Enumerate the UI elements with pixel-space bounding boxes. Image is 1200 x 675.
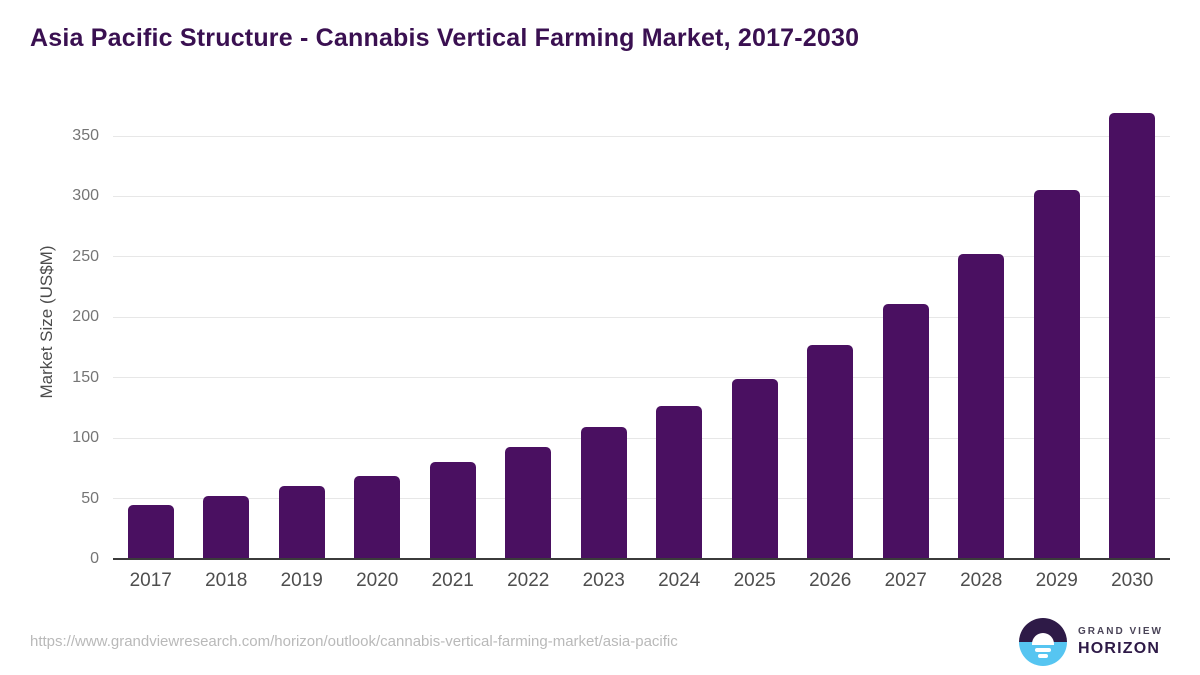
bar-slot [189, 102, 265, 559]
sunrise-ray-line [1038, 654, 1048, 658]
grandview-horizon-logo-icon [1019, 618, 1067, 666]
y-tick-label: 150 [72, 368, 99, 386]
bar-slot [340, 102, 416, 559]
bar-series [113, 102, 1170, 559]
bar-2030 [1109, 113, 1156, 559]
x-tick-label: 2022 [507, 570, 550, 591]
bar-slot [1019, 102, 1095, 559]
gridline [113, 256, 1170, 258]
bar-2026 [807, 345, 854, 559]
gridline [113, 135, 1170, 137]
bar-2017 [127, 504, 174, 559]
bar-slot [1095, 102, 1171, 559]
y-tick-label: 350 [72, 127, 99, 144]
gridline [113, 377, 1170, 379]
x-tick-label: 2019 [280, 570, 323, 591]
bar-2029 [1033, 190, 1080, 559]
x-axis-line [113, 558, 1170, 560]
bar-slot [944, 102, 1020, 559]
bar-2023 [580, 427, 627, 559]
bar-2022 [505, 446, 552, 559]
y-tick-label: 300 [72, 187, 99, 205]
bar-slot [793, 102, 869, 559]
bar-2018 [203, 496, 250, 559]
gridline [113, 498, 1170, 500]
bar-slot [642, 102, 718, 559]
chart-title: Asia Pacific Structure - Cannabis Vertic… [30, 24, 860, 52]
gridline [113, 195, 1170, 197]
bar-2021 [429, 462, 476, 559]
x-tick-labels: 2017 2018 2019 2020 2021 2022 2023 2024 2025 2026… [113, 563, 1170, 592]
x-tick-label: 2018 [205, 570, 248, 591]
x-tick-label: 2023 [582, 570, 625, 591]
bar-2019 [278, 486, 325, 559]
y-tick-label: 100 [72, 429, 99, 447]
bar-2025 [731, 378, 778, 559]
y-tick-label: 200 [72, 308, 99, 326]
x-tick-label: 2027 [884, 570, 927, 591]
bar-slot [868, 102, 944, 559]
source-url: https://www.grandviewresearch.com/horizo… [30, 633, 678, 650]
plot-area: 0 50 100 150 200 250 300 350 [72, 102, 1170, 567]
bar-2027 [882, 304, 929, 559]
x-tick-label: 2020 [356, 570, 399, 591]
logo-text-horizon: HORIZON [1078, 640, 1161, 657]
gridline [113, 437, 1170, 439]
y-tick-label: 50 [81, 489, 99, 507]
bar-slot [264, 102, 340, 559]
bar-slot [566, 102, 642, 559]
x-tick-label: 2024 [658, 570, 701, 591]
x-tick-label: 2017 [129, 570, 172, 591]
bar-slot [415, 102, 491, 559]
x-tick-label: 2029 [1035, 570, 1078, 591]
bar-slot [491, 102, 567, 559]
bar-slot [113, 102, 189, 559]
gridline [113, 316, 1170, 318]
logo-text: GRAND VIEW HORIZON [1078, 626, 1163, 658]
logo-text-grand-view: GRAND VIEW [1078, 626, 1163, 637]
sunrise-ray-line [1035, 648, 1051, 652]
sunrise-icon [1032, 633, 1054, 645]
y-axis-title: Market Size (US$M) [37, 245, 56, 399]
bar-slot [717, 102, 793, 559]
brand-logo: GRAND VIEW HORIZON [1019, 618, 1163, 666]
x-tick-label: 2025 [733, 570, 776, 591]
y-tick-label: 250 [72, 247, 99, 265]
x-tick-label: 2021 [431, 570, 474, 591]
bar-2024 [656, 405, 703, 559]
bar-2020 [354, 475, 401, 559]
x-tick-label: 2030 [1111, 570, 1154, 591]
bar-2028 [958, 254, 1005, 559]
x-tick-label: 2028 [960, 570, 1003, 591]
y-tick-label: 0 [90, 550, 99, 567]
x-tick-label: 2026 [809, 570, 852, 591]
